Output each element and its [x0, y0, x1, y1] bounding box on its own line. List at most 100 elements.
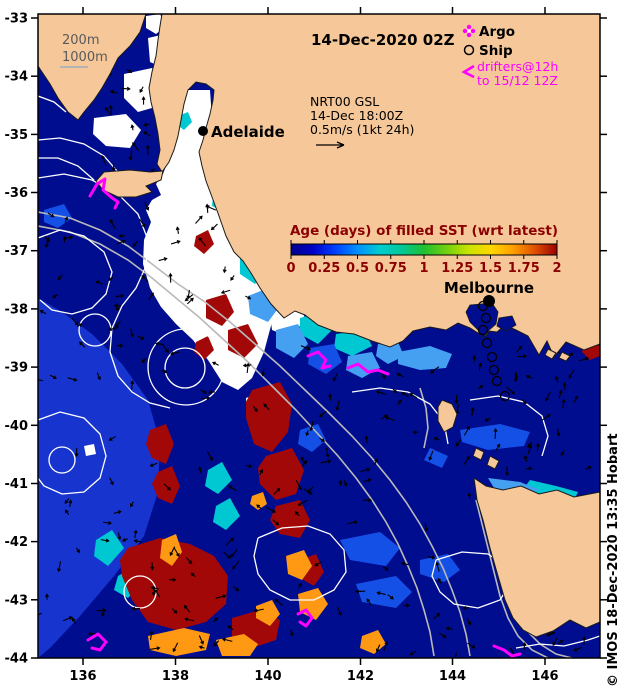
current-arrow	[225, 537, 235, 546]
current-arrow	[245, 362, 250, 374]
current-arrow	[478, 362, 483, 371]
current-arrow	[162, 344, 169, 353]
current-arrow	[49, 374, 57, 380]
current-arrow	[154, 341, 164, 346]
sst-age-patch	[298, 588, 328, 620]
colorbar-tick-label: 1.25	[441, 261, 473, 276]
current-arrow	[467, 492, 472, 500]
ship-icon	[463, 44, 475, 56]
current-arrow	[429, 366, 440, 374]
sst-age-patch	[205, 462, 232, 494]
current-arrow	[65, 509, 70, 516]
current-arrow	[506, 386, 516, 395]
current-arrow	[573, 395, 578, 403]
y-axis-label: -37	[5, 244, 29, 259]
sst-age-patch	[256, 600, 280, 626]
current-arrow	[585, 466, 592, 470]
land-polygon	[486, 455, 500, 470]
current-arrow	[44, 237, 50, 248]
model-time: 14-Dec 18:00Z	[310, 108, 403, 123]
current-arrow	[64, 235, 74, 240]
depth-1000m-label: 1000m	[62, 50, 108, 65]
colorbar-tick-label: 1	[419, 261, 428, 276]
current-arrow	[273, 487, 281, 495]
current-arrow	[433, 436, 440, 441]
current-arrow	[221, 637, 233, 642]
map-graphics	[38, 14, 600, 658]
drifter-track	[86, 632, 108, 652]
current-arrow	[44, 235, 50, 243]
current-arrow	[74, 448, 79, 458]
current-arrow	[172, 642, 179, 653]
current-arrow	[309, 420, 314, 432]
y-axis-label: -34	[5, 70, 29, 85]
current-arrow	[401, 561, 409, 566]
current-arrow	[253, 608, 264, 613]
field-contour	[431, 551, 511, 609]
current-arrow	[95, 280, 103, 285]
x-axis-label: 146	[531, 669, 558, 684]
current-arrow	[289, 629, 294, 637]
current-arrow	[462, 605, 470, 610]
current-arrow	[363, 478, 372, 483]
y-axis-label: -44	[5, 652, 29, 667]
x-axis-label: 142	[347, 669, 374, 684]
current-arrow	[319, 437, 325, 442]
current-arrow	[325, 447, 330, 459]
current-arrow	[505, 466, 510, 477]
current-arrow	[139, 86, 144, 93]
current-arrow	[38, 377, 43, 382]
sst-age-patch	[148, 628, 210, 656]
current-arrow	[294, 511, 300, 517]
y-axis-label: -36	[5, 186, 29, 201]
current-arrow	[213, 617, 219, 623]
drifters-label-line2: to 15/12 12Z	[477, 73, 558, 88]
ship-track-point	[480, 312, 492, 324]
current-arrow	[328, 393, 333, 401]
colorbar-gradient	[290, 243, 558, 256]
current-arrow	[183, 604, 191, 613]
ship-label: Ship	[479, 43, 513, 59]
current-arrow	[211, 361, 219, 366]
current-arrow	[150, 585, 159, 590]
current-arrow	[200, 389, 207, 394]
sst-age-patch	[160, 534, 182, 566]
current-arrow	[380, 414, 389, 420]
current-arrow	[245, 295, 252, 300]
current-arrow	[198, 635, 204, 645]
y-axis-label: -38	[5, 302, 29, 317]
current-arrow	[556, 427, 561, 437]
current-arrow	[545, 632, 555, 637]
current-arrow	[256, 504, 263, 510]
current-arrow	[332, 373, 339, 382]
current-arrow	[116, 239, 126, 245]
current-arrow	[201, 396, 211, 401]
current-arrow	[184, 617, 195, 622]
current-arrow	[145, 144, 150, 155]
current-arrow	[111, 162, 116, 172]
sst-age-patch	[213, 498, 240, 530]
current-arrow	[133, 529, 138, 539]
land-polygon	[544, 348, 557, 360]
current-arrow	[409, 650, 417, 656]
current-arrow	[573, 647, 582, 652]
current-arrow	[314, 561, 322, 567]
argo-label: Argo	[479, 24, 515, 40]
field-contour	[38, 137, 119, 173]
current-arrow	[557, 640, 564, 644]
current-arrow	[117, 532, 122, 541]
sst-age-patch	[146, 424, 174, 464]
current-arrow	[210, 223, 218, 231]
current-arrow	[109, 477, 114, 486]
current-arrow	[381, 372, 386, 379]
current-arrow	[108, 276, 114, 281]
current-arrow	[525, 374, 533, 379]
drifter-track	[492, 644, 522, 658]
current-arrow	[96, 372, 101, 381]
current-arrow	[141, 275, 149, 283]
current-arrow	[71, 617, 77, 624]
field-contour	[38, 229, 113, 315]
land-polygon	[148, 14, 600, 358]
current-arrow	[96, 608, 107, 613]
current-arrow	[561, 398, 566, 409]
